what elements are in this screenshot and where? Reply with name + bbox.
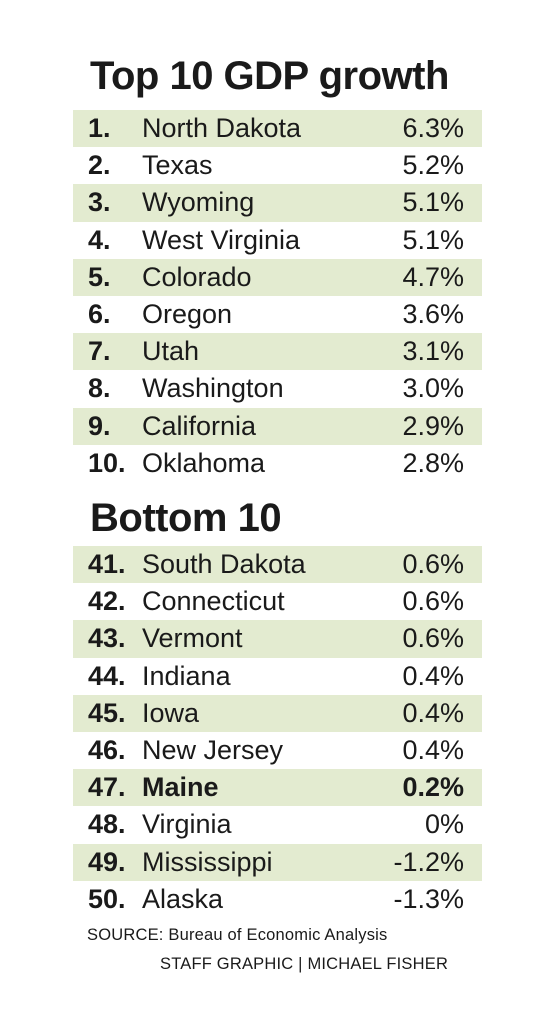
growth-value: 0.4%: [402, 660, 464, 691]
growth-value: 5.1%: [402, 187, 464, 218]
rank-label: 50.: [88, 883, 126, 914]
table-row: 43. Vermont 0.6%: [73, 620, 482, 658]
rank-label: 4.: [88, 224, 111, 255]
state-name: Vermont: [142, 623, 243, 654]
rank-label: 42.: [88, 586, 126, 617]
state-name: Indiana: [142, 660, 231, 691]
table-row: 50. Alaska -1.3%: [73, 881, 482, 918]
growth-value: 0.4%: [402, 697, 464, 728]
state-name: Iowa: [142, 697, 200, 728]
state-name: Maine: [142, 772, 219, 803]
growth-value: 3.1%: [402, 336, 464, 367]
table-row: 7. Utah 3.1%: [73, 333, 482, 371]
state-name: New Jersey: [142, 734, 284, 765]
rank-label: 2.: [88, 150, 111, 181]
state-name: Colorado: [142, 261, 252, 292]
growth-value: 4.7%: [402, 261, 464, 292]
growth-value: 0%: [424, 809, 464, 840]
state-name: South Dakota: [142, 549, 306, 579]
bottom-10-heading: Bottom 10: [90, 496, 282, 540]
growth-value: 0.6%: [402, 623, 464, 654]
growth-value: 6.3%: [402, 113, 464, 143]
table-row: 47. Maine 0.2%: [73, 769, 482, 807]
rank-label: 1.: [88, 113, 111, 143]
state-name: North Dakota: [142, 113, 302, 143]
rank-label: 48.: [88, 809, 126, 840]
table-row: 41. South Dakota 0.6%: [73, 546, 482, 584]
source-note: SOURCE: Bureau of Economic Analysis: [87, 926, 388, 944]
rank-label: 8.: [88, 373, 111, 404]
state-name: West Virginia: [142, 224, 301, 255]
growth-value: 5.2%: [402, 150, 464, 181]
table-row: 9. California 2.9%: [73, 407, 482, 445]
table-row: 45. Iowa 0.4%: [73, 694, 482, 732]
rank-label: 9.: [88, 410, 111, 441]
table-row: 3. Wyoming 5.1%: [73, 184, 482, 222]
state-name: Alaska: [142, 883, 224, 914]
growth-value: 0.2%: [402, 772, 464, 803]
rank-label: 5.: [88, 261, 111, 292]
top-10-table: 1. North Dakota 6.3% 2. Texas 5.2% 3. Wyoming 5.…: [73, 110, 482, 482]
table-row: 49. Mississippi -1.2%: [73, 843, 482, 881]
rank-label: 10.: [88, 447, 126, 478]
bottom-10-table: 41. South Dakota 0.6% 42. Connecticut 0.6% 43.…: [73, 546, 482, 918]
growth-value: 2.8%: [402, 447, 464, 478]
top-10-heading: Top 10 GDP growth: [90, 54, 449, 98]
rank-label: 49.: [88, 846, 126, 877]
state-name: Wyoming: [142, 187, 255, 218]
state-name: Texas: [142, 150, 213, 181]
growth-value: -1.3%: [393, 883, 464, 914]
state-name: Utah: [142, 336, 200, 367]
rank-label: 3.: [88, 187, 111, 218]
growth-value: 0.4%: [402, 734, 464, 765]
table-row: 6. Oregon 3.6%: [73, 296, 482, 333]
table-row: 2. Texas 5.2%: [73, 147, 482, 184]
growth-value: 0.6%: [402, 549, 464, 579]
table-row: 5. Colorado 4.7%: [73, 258, 482, 296]
growth-value: 5.1%: [402, 224, 464, 255]
growth-value: 0.6%: [402, 586, 464, 617]
rank-label: 45.: [88, 697, 126, 728]
table-row: 44. Indiana 0.4%: [73, 658, 482, 695]
growth-value: 3.6%: [402, 298, 464, 329]
staff-credit: STAFF GRAPHIC | MICHAEL FISHER: [160, 955, 449, 973]
rank-label: 47.: [88, 772, 126, 803]
state-name: Oregon: [142, 298, 233, 329]
table-row: 4. West Virginia 5.1%: [73, 222, 482, 259]
growth-value: 3.0%: [402, 373, 464, 404]
rank-label: 41.: [88, 549, 126, 579]
state-name: Mississippi: [142, 846, 273, 877]
table-row: 46. New Jersey 0.4%: [73, 732, 482, 769]
state-name: Virginia: [142, 809, 232, 840]
state-name: California: [142, 410, 257, 441]
table-row: 10. Oklahoma 2.8%: [73, 445, 482, 482]
state-name: Connecticut: [142, 586, 285, 617]
rank-label: 46.: [88, 734, 126, 765]
state-name: Washington: [142, 373, 284, 404]
rank-label: 43.: [88, 623, 126, 654]
state-name: Oklahoma: [142, 447, 266, 478]
table-row: 42. Connecticut 0.6%: [73, 583, 482, 620]
growth-value: -1.2%: [393, 846, 464, 877]
rank-label: 44.: [88, 660, 126, 691]
table-row: 1. North Dakota 6.3%: [73, 110, 482, 148]
rank-label: 6.: [88, 298, 111, 329]
table-row: 8. Washington 3.0%: [73, 370, 482, 407]
growth-value: 2.9%: [402, 410, 464, 441]
table-row: 48. Virginia 0%: [73, 806, 482, 843]
rank-label: 7.: [88, 336, 111, 367]
